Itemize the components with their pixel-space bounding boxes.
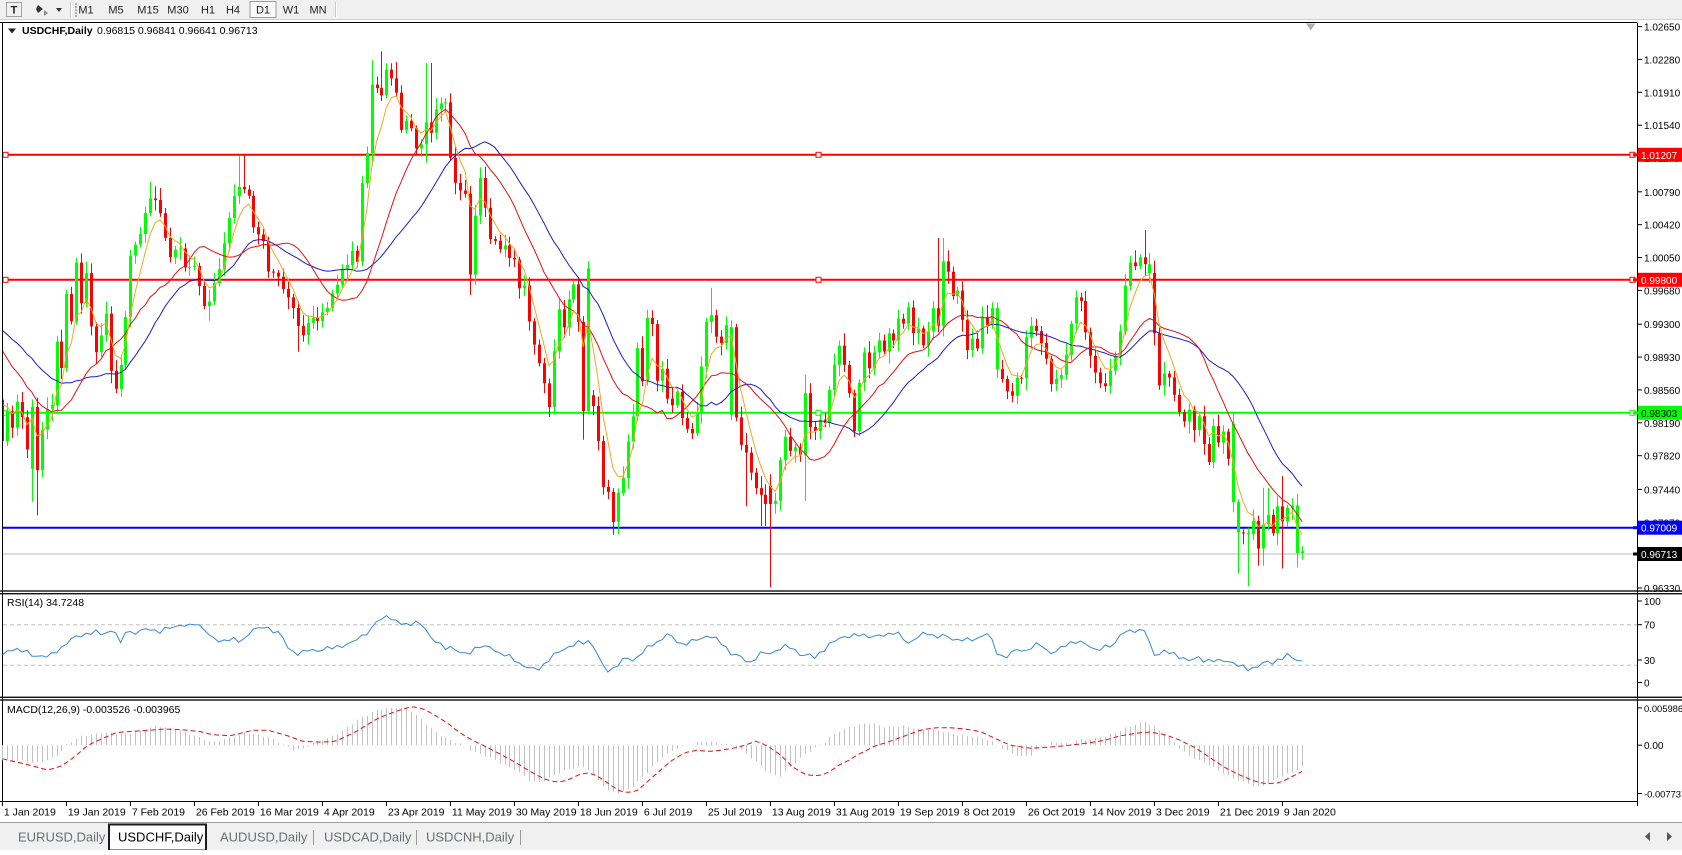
svg-text:30 May 2019: 30 May 2019 <box>516 807 577 819</box>
svg-text:0.98560: 0.98560 <box>1644 386 1681 397</box>
svg-text:0.99800: 0.99800 <box>1641 276 1678 287</box>
svg-text:100: 100 <box>1644 597 1661 608</box>
svg-text:M30: M30 <box>167 5 188 17</box>
svg-text:USDCAD,Daily: USDCAD,Daily <box>324 830 412 845</box>
svg-text:4 Apr 2019: 4 Apr 2019 <box>324 807 375 819</box>
svg-text:16 Mar 2019: 16 Mar 2019 <box>260 807 319 819</box>
svg-text:26 Oct 2019: 26 Oct 2019 <box>1028 807 1085 819</box>
svg-text:RSI(14) 34.7248: RSI(14) 34.7248 <box>7 597 84 609</box>
svg-text:21 Dec 2019: 21 Dec 2019 <box>1220 807 1280 819</box>
svg-text:23 Apr 2019: 23 Apr 2019 <box>388 807 445 819</box>
svg-text:USDCNH,Daily: USDCNH,Daily <box>426 830 515 845</box>
svg-text:0.97820: 0.97820 <box>1644 452 1681 463</box>
svg-text:0.99680: 0.99680 <box>1644 286 1681 297</box>
svg-text:M15: M15 <box>137 5 158 17</box>
svg-text:14 Nov 2019: 14 Nov 2019 <box>1092 807 1152 819</box>
svg-text:W1: W1 <box>283 5 300 17</box>
svg-text:8 Oct 2019: 8 Oct 2019 <box>964 807 1016 819</box>
svg-text:18 Jun 2019: 18 Jun 2019 <box>580 807 638 819</box>
svg-text:1.00790: 1.00790 <box>1644 188 1681 199</box>
svg-text:T: T <box>11 5 18 17</box>
svg-text:M5: M5 <box>108 5 123 17</box>
svg-text:7 Feb 2019: 7 Feb 2019 <box>132 807 185 819</box>
svg-text:H4: H4 <box>226 5 240 17</box>
svg-text:70: 70 <box>1644 621 1656 632</box>
svg-text:0.98190: 0.98190 <box>1644 419 1681 430</box>
svg-text:EURUSD,Daily: EURUSD,Daily <box>18 830 106 845</box>
svg-text:19 Sep 2019: 19 Sep 2019 <box>900 807 960 819</box>
svg-text:6 Jul 2019: 6 Jul 2019 <box>644 807 693 819</box>
svg-text:1.01207: 1.01207 <box>1641 151 1678 162</box>
svg-text:0.96815 0.96841 0.96641 0.9671: 0.96815 0.96841 0.96641 0.96713 <box>97 25 258 37</box>
svg-text:0.00: 0.00 <box>1644 741 1664 752</box>
svg-text:M1: M1 <box>78 5 93 17</box>
svg-text:1.00420: 1.00420 <box>1644 221 1681 232</box>
svg-text:0.98303: 0.98303 <box>1641 409 1678 420</box>
svg-text:31 Aug 2019: 31 Aug 2019 <box>836 807 895 819</box>
svg-text:1 Jan 2019: 1 Jan 2019 <box>4 807 56 819</box>
svg-text:-0.007737: -0.007737 <box>1644 789 1682 800</box>
svg-text:USDCHF,Daily: USDCHF,Daily <box>22 25 93 37</box>
svg-text:USDCHF,Daily: USDCHF,Daily <box>118 830 204 845</box>
svg-text:1.01910: 1.01910 <box>1644 88 1681 99</box>
svg-text:1.02650: 1.02650 <box>1644 23 1681 34</box>
svg-text:0.98930: 0.98930 <box>1644 353 1681 364</box>
svg-text:D1: D1 <box>256 5 270 17</box>
svg-text:0.97009: 0.97009 <box>1641 524 1678 535</box>
svg-text:0.97440: 0.97440 <box>1644 485 1681 496</box>
svg-text:AUDUSD,Daily: AUDUSD,Daily <box>220 830 308 845</box>
svg-text:1.02280: 1.02280 <box>1644 55 1681 66</box>
svg-text:H1: H1 <box>201 5 215 17</box>
svg-text:0: 0 <box>1644 679 1650 690</box>
svg-text:0.96330: 0.96330 <box>1644 584 1681 595</box>
svg-text:11 May 2019: 11 May 2019 <box>452 807 512 819</box>
svg-text:3 Dec 2019: 3 Dec 2019 <box>1156 807 1210 819</box>
svg-text:26 Feb 2019: 26 Feb 2019 <box>196 807 255 819</box>
svg-text:1.01540: 1.01540 <box>1644 121 1681 132</box>
svg-text:13 Aug 2019: 13 Aug 2019 <box>772 807 831 819</box>
svg-text:30: 30 <box>1644 656 1656 667</box>
svg-text:0.005986: 0.005986 <box>1644 703 1682 714</box>
svg-text:25 Jul 2019: 25 Jul 2019 <box>708 807 762 819</box>
svg-text:0.99300: 0.99300 <box>1644 320 1681 331</box>
svg-text:MACD(12,26,9) -0.003526 -0.003: MACD(12,26,9) -0.003526 -0.003965 <box>7 704 181 716</box>
svg-text:19 Jan 2019: 19 Jan 2019 <box>68 807 126 819</box>
svg-text:MN: MN <box>309 5 326 17</box>
svg-text:9 Jan 2020: 9 Jan 2020 <box>1284 807 1336 819</box>
svg-text:1.00050: 1.00050 <box>1644 254 1681 265</box>
svg-text:0.96713: 0.96713 <box>1641 550 1678 561</box>
